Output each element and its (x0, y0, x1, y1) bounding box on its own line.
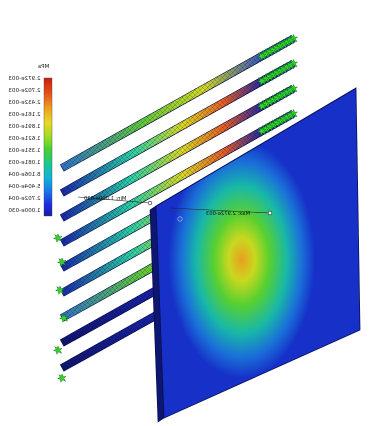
probe-arrow-icon (147, 200, 153, 206)
legend-value: 2.702e-004 (8, 196, 41, 202)
legend-value: 2.432e-003 (8, 100, 41, 106)
legend-value: 1.351e-003 (8, 148, 41, 154)
rod-mesh (60, 102, 264, 222)
legend-value: 1.621e-003 (8, 136, 41, 142)
rod-mesh (60, 52, 264, 172)
green-fixed-support-icon (53, 233, 63, 243)
rod-mesh (60, 127, 264, 247)
plate[interactable] (149, 87, 361, 423)
green-fixed-support-icon (53, 345, 63, 355)
probe-arrow-icon (267, 210, 273, 216)
plate-top-edge (149, 87, 357, 211)
legend-value: 2.161e-003 (8, 112, 41, 118)
green-fixed-support-icon (57, 373, 67, 383)
node-marker-icon (177, 216, 183, 222)
probe-min[interactable]: Min: 1.000e-030 (77, 196, 153, 206)
legend-value: 1.081e-003 (8, 160, 41, 166)
legend-value: 1.000e-030 (8, 208, 41, 214)
legend-value: 5.404e-004 (8, 184, 41, 190)
rod-mesh (60, 77, 264, 197)
legend-labels: 2.972e-003 2.702e-003 2.432e-003 2.161e-… (8, 76, 41, 214)
legend-value: 2.972e-003 (8, 76, 41, 82)
legend-value: 1.891e-003 (8, 124, 41, 130)
probe-max[interactable]: Max: 2.972e-003 (169, 207, 273, 217)
legend-color-bar (43, 77, 53, 217)
legend-value: 8.106e-004 (8, 172, 41, 178)
color-legend: MPa 2.972e-003 2.702e-003 2.432e-003 2.1… (8, 64, 53, 217)
probe-max-label: Max: 2.972e-003 (206, 211, 250, 217)
legend-value: 2.702e-003 (8, 88, 41, 94)
probe-min-label: Min: 1.000e-030 (84, 196, 126, 202)
legend-unit: MPa (38, 64, 49, 70)
